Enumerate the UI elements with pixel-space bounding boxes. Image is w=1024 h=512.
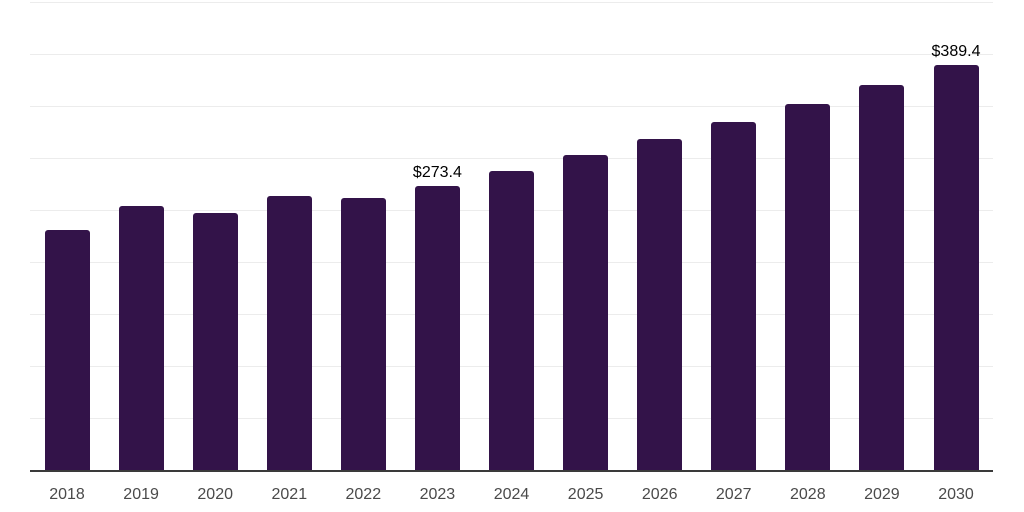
x-tick-label-2024: 2024 [493, 486, 530, 503]
x-tick-label-2023: 2023 [419, 486, 456, 503]
bar-2024 [489, 170, 534, 470]
bar-2018 [44, 229, 90, 470]
x-tick-label-2022: 2022 [345, 486, 382, 503]
x-axis-line [30, 470, 993, 472]
bar-2021 [266, 195, 312, 470]
bar-2019 [118, 206, 164, 470]
bar-2028 [785, 103, 831, 470]
x-tick-label-2027: 2027 [715, 486, 752, 503]
bar-value-label-2030: $389.4 [931, 43, 981, 60]
x-tick-label-2030: 2030 [938, 486, 974, 503]
gridline [30, 2, 993, 3]
bar-2022 [340, 197, 386, 470]
bar-2027 [711, 122, 757, 470]
bar-2029 [859, 85, 905, 470]
x-tick-label-2029: 2029 [864, 486, 900, 503]
x-tick-label-2026: 2026 [641, 486, 678, 503]
bar-2030 [933, 65, 979, 470]
bar-2023 [414, 185, 460, 470]
x-tick-label-2021: 2021 [271, 486, 308, 503]
gridline [30, 158, 993, 159]
x-tick-label-2019: 2019 [123, 486, 159, 503]
x-tick-label-2018: 2018 [49, 486, 85, 503]
bar-2025 [563, 155, 609, 470]
bar-2020 [192, 213, 238, 470]
x-tick-label-2028: 2028 [790, 486, 826, 503]
x-tick-label-2020: 2020 [197, 486, 233, 503]
bar-2026 [637, 139, 683, 470]
gridline [30, 54, 993, 55]
x-tick-label-2025: 2025 [567, 486, 604, 503]
bar-value-label-2023: $273.4 [412, 163, 462, 181]
gridline [30, 106, 993, 107]
